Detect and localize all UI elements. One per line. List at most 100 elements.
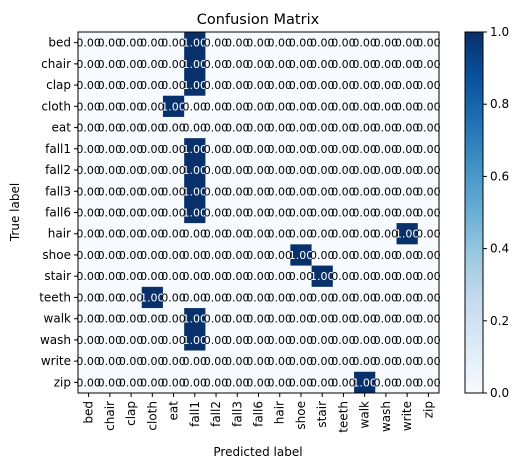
cell-value-label: 0.00: [331, 291, 356, 304]
cell-value-label: 0.00: [98, 355, 123, 368]
cell-value-label: 0.00: [119, 100, 144, 113]
heatmap-cell: [120, 138, 143, 160]
cell-value-label: 0.00: [183, 228, 208, 241]
cell-value-label: 0.00: [310, 79, 335, 92]
heatmap-cell: [78, 329, 100, 351]
heatmap-cell: [99, 180, 121, 203]
heatmap-cell: [396, 371, 419, 394]
cell-value-label: 0.00: [98, 100, 123, 113]
cell-value-label: 0.00: [246, 100, 271, 113]
heatmap-cell: [184, 244, 206, 266]
heatmap-cell: [311, 74, 334, 97]
heatmap-cell: [205, 201, 228, 224]
heatmap-cell: [120, 244, 143, 266]
cell-value-label: 0.00: [331, 164, 356, 177]
heatmap-cell: [332, 244, 355, 266]
heatmap-cell: [120, 308, 143, 330]
cell-value-label: 1.00: [183, 37, 208, 50]
heatmap-cell: [247, 265, 270, 288]
heatmap-cell: [226, 95, 249, 118]
cell-value-label: 0.00: [119, 79, 144, 92]
heatmap-cell: [354, 159, 376, 182]
heatmap-cell: [162, 159, 185, 182]
heatmap-cell: [354, 116, 376, 139]
heatmap-cell: [417, 244, 440, 266]
cell-value-label: 0.00: [416, 376, 441, 389]
cell-value-label: 0.00: [374, 313, 399, 326]
heatmap-cell: [184, 53, 206, 75]
cell-value-label: 0.00: [352, 58, 377, 71]
cell-value-label: 0.00: [119, 376, 144, 389]
heatmap-cell: [99, 286, 121, 309]
heatmap-cell: [99, 329, 121, 351]
heatmap-cell: [184, 371, 206, 394]
cell-value-label: 0.00: [140, 313, 165, 326]
cell-value-label: 0.00: [395, 291, 420, 304]
cell-value-label: 0.00: [161, 249, 186, 262]
heatmap-cell: [290, 201, 312, 224]
heatmap-cell: [396, 180, 419, 203]
heatmap-cell: [99, 308, 121, 330]
heatmap-cell: [205, 371, 228, 394]
cell-value-label: 0.00: [267, 37, 292, 50]
heatmap-cell: [205, 286, 228, 309]
cell-value-label: 0.00: [416, 249, 441, 262]
cell-value-label: 0.00: [395, 249, 420, 262]
heatmap-cell: [311, 32, 334, 54]
x-tick-label: stair: [315, 401, 329, 428]
cell-value-label: 0.00: [76, 143, 101, 156]
cell-value-label: 0.00: [416, 164, 441, 177]
cell-value-label: 0.00: [119, 58, 144, 71]
cell-value-label: 0.00: [331, 79, 356, 92]
heatmap-cell: [417, 116, 440, 139]
cell-value-label: 0.00: [246, 270, 271, 283]
heatmap-cell: [354, 138, 376, 160]
cell-value-label: 0.00: [119, 143, 144, 156]
heatmap-cell: [354, 201, 376, 224]
cell-value-label: 0.00: [395, 334, 420, 347]
cell-value-label: 0.00: [289, 185, 314, 198]
heatmap-cell: [311, 53, 334, 75]
cell-value-label: 0.00: [289, 79, 314, 92]
cell-value-label: 0.00: [246, 376, 271, 389]
cell-value-label: 0.00: [310, 207, 335, 220]
cell-value-label: 0.00: [289, 58, 314, 71]
cell-value-label: 0.00: [119, 207, 144, 220]
cell-value-label: 0.00: [267, 164, 292, 177]
heatmap-cell: [375, 201, 397, 224]
cell-value-label: 0.00: [140, 207, 165, 220]
cell-value-label: 0.00: [246, 185, 271, 198]
heatmap-cell: [78, 159, 100, 182]
x-tick-label: zip: [421, 401, 435, 418]
cell-value-label: 0.00: [204, 291, 229, 304]
heatmap-cell: [162, 286, 185, 309]
heatmap-cell: [120, 159, 143, 182]
heatmap-cell: [354, 329, 376, 351]
heatmap-cell: [417, 371, 440, 394]
heatmap-cell: [226, 223, 249, 245]
cell-value-label: 0.00: [289, 143, 314, 156]
cell-value-label: 0.00: [76, 207, 101, 220]
cell-value-label: 0.00: [225, 37, 250, 50]
cell-value-label: 0.00: [119, 185, 144, 198]
heatmap-cell: [417, 329, 440, 351]
heatmap-cell: [417, 95, 440, 118]
cell-value-label: 0.00: [161, 185, 186, 198]
heatmap-cell: [99, 74, 121, 97]
cell-value-label: 0.00: [161, 334, 186, 347]
heatmap-cell: [290, 286, 312, 309]
cell-value-label: 0.00: [161, 355, 186, 368]
cell-value-label: 0.00: [352, 37, 377, 50]
heatmap-cell: [269, 95, 291, 118]
cell-value-label: 0.00: [374, 355, 399, 368]
cell-value-label: 0.00: [352, 164, 377, 177]
cell-value-label: 0.00: [161, 79, 186, 92]
heatmap-cell: [290, 138, 312, 160]
heatmap-cell: [226, 32, 249, 54]
heatmap-cell: [141, 180, 164, 203]
cell-value-label: 0.00: [76, 100, 101, 113]
heatmap-cell: [311, 350, 334, 373]
heatmap-cell: [184, 286, 206, 309]
heatmap-cell: [311, 116, 334, 139]
cell-value-label: 0.00: [98, 313, 123, 326]
